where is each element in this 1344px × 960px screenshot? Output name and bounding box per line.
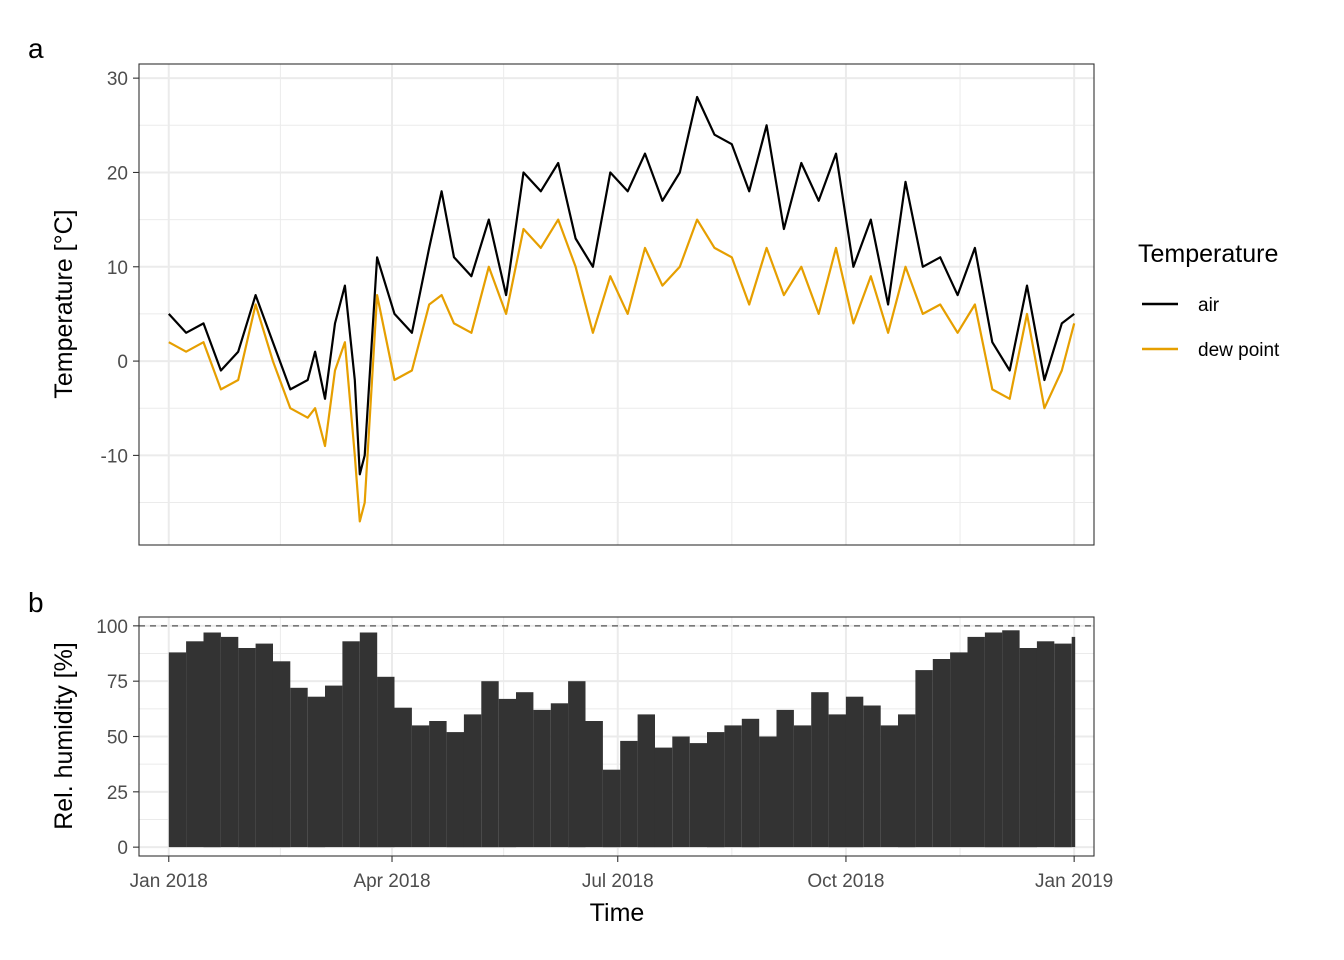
humidity-bar — [828, 714, 846, 848]
humidity-bar — [481, 681, 499, 848]
humidity-bar — [377, 676, 395, 848]
temperature-y-label: Temperature [°C] — [50, 209, 78, 398]
humidity-bar — [585, 721, 603, 848]
temperature-y-axis: -10 0 10 20 30 — [101, 69, 139, 467]
y-tick-label: 50 — [107, 728, 128, 749]
humidity-bar — [394, 707, 412, 848]
humidity-bar — [203, 632, 221, 848]
humidity-bar — [220, 636, 239, 848]
humidity-bar — [568, 681, 586, 848]
legend: Temperature air dew point — [1138, 240, 1280, 361]
humidity-bar — [689, 743, 708, 848]
humidity-bar — [238, 648, 256, 848]
humidity-bar — [915, 670, 933, 848]
panel-label-b: b — [28, 587, 44, 618]
humidity-bar — [776, 709, 794, 848]
temperature-panel: -10 0 10 20 30 Temperature [°C] — [50, 63, 1095, 546]
humidity-bar — [342, 641, 360, 848]
x-tick-label: Jan 2019 — [1035, 871, 1113, 892]
humidity-bar — [411, 725, 430, 848]
humidity-bar — [186, 641, 204, 848]
humidity-bar — [672, 736, 690, 848]
y-tick-label: 20 — [107, 163, 128, 184]
humidity-y-axis: 0 25 50 75 100 — [96, 617, 139, 859]
humidity-bar — [602, 769, 621, 848]
humidity-bar — [1036, 641, 1055, 848]
humidity-bars — [168, 630, 1076, 848]
humidity-panel: 0 25 50 75 100 Jan 2018 Apr 2018 Jul 2018 Oct 2… — [50, 616, 1113, 927]
humidity-y-label: Rel. humidity [%] — [50, 642, 78, 830]
humidity-bar — [272, 661, 291, 848]
humidity-bar — [1002, 630, 1020, 848]
y-tick-label: 75 — [107, 672, 128, 693]
humidity-bar — [1071, 636, 1076, 848]
humidity-bar — [620, 740, 638, 848]
humidity-bar — [359, 632, 378, 848]
humidity-bar — [516, 692, 534, 848]
humidity-bar — [845, 696, 864, 848]
air-temperature-line — [167, 95, 1075, 476]
humidity-bar — [307, 696, 326, 848]
x-tick-label: Oct 2018 — [807, 871, 884, 892]
humidity-bar — [863, 705, 881, 848]
temperature-plot-background — [139, 64, 1094, 545]
humidity-bar — [932, 659, 951, 848]
x-tick-label: Jan 2018 — [130, 871, 208, 892]
humidity-bar — [793, 725, 812, 848]
y-tick-label: 10 — [107, 258, 128, 279]
humidity-bar — [446, 732, 464, 848]
humidity-bar — [811, 692, 829, 848]
humidity-bar — [463, 714, 482, 848]
humidity-bar — [950, 652, 968, 848]
humidity-bar — [880, 725, 899, 848]
humidity-bar — [759, 736, 777, 848]
y-tick-label: 30 — [107, 69, 128, 90]
y-tick-label: 100 — [96, 617, 128, 638]
humidity-bar — [898, 714, 916, 848]
x-axis-label: Time — [590, 899, 645, 927]
temperature-series — [167, 95, 1076, 523]
x-tick-label: Jul 2018 — [582, 871, 654, 892]
humidity-bar — [550, 703, 569, 848]
legend-label-dew-point: dew point — [1198, 340, 1280, 361]
humidity-bar — [498, 698, 517, 848]
humidity-bar — [1019, 648, 1037, 848]
y-tick-label: 25 — [107, 783, 128, 804]
humidity-bar — [967, 636, 985, 848]
humidity-bar — [429, 721, 447, 848]
humidity-bar — [255, 643, 273, 848]
humidity-bar — [325, 685, 343, 848]
humidity-bar — [290, 687, 308, 848]
panel-label-a: a — [28, 33, 44, 64]
legend-label-air: air — [1198, 295, 1220, 316]
humidity-bar — [654, 747, 673, 848]
humidity-bar — [533, 709, 551, 848]
y-tick-label: -10 — [101, 446, 128, 467]
y-tick-label: 0 — [117, 352, 128, 373]
x-tick-label: Apr 2018 — [353, 871, 430, 892]
legend-title: Temperature — [1138, 240, 1278, 268]
humidity-bar — [637, 714, 655, 848]
humidity-bar — [168, 652, 187, 848]
temperature-gridlines — [139, 64, 1094, 545]
humidity-bar — [1054, 643, 1072, 848]
time-x-axis: Jan 2018 Apr 2018 Jul 2018 Oct 2018 Jan 2019 — [130, 856, 1113, 892]
temperature-plot-frame — [138, 63, 1095, 546]
dew-point-line — [168, 218, 1076, 523]
humidity-bar — [741, 718, 760, 848]
humidity-bar — [724, 725, 742, 848]
humidity-bar — [984, 632, 1003, 848]
humidity-bar — [707, 732, 725, 848]
y-tick-label: 0 — [117, 838, 128, 859]
